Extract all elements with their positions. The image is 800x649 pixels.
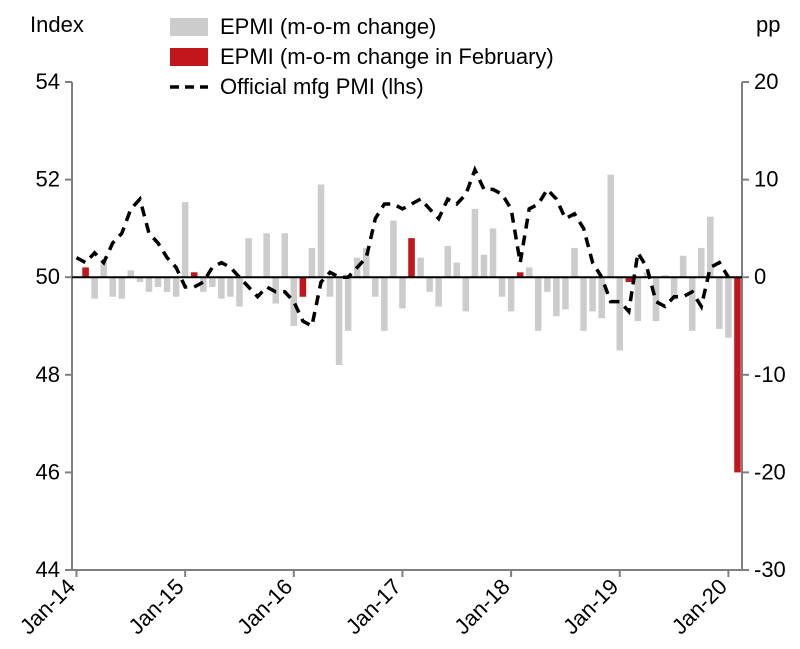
y-left-tick: 52 (36, 167, 60, 192)
legend-swatch (170, 18, 208, 36)
legend-label: EPMI (m-o-m change) (220, 14, 436, 39)
bar-epmi (146, 277, 153, 292)
bar-epmi (454, 263, 461, 278)
bar-epmi (526, 267, 533, 277)
bar-epmi (571, 248, 578, 277)
y-left-tick: 54 (36, 69, 60, 94)
chart-svg: 444648505254-30-20-1001020IndexppJan-14J… (0, 0, 800, 649)
bar-epmi (490, 228, 497, 277)
bar-epmi (598, 277, 605, 318)
bar-epmi (698, 248, 705, 277)
y-right-tick: 20 (754, 69, 778, 94)
bar-epmi (182, 202, 189, 277)
y-left-tick: 46 (36, 459, 60, 484)
bar-epmi (327, 277, 334, 297)
legend-label: EPMI (m-o-m change in February) (220, 44, 554, 69)
bar-epmi (544, 277, 551, 292)
bar-epmi (716, 277, 723, 329)
bar-epmi (535, 277, 542, 331)
bar-epmi (553, 277, 560, 316)
bar-epmi (336, 277, 343, 365)
bar-epmi (91, 277, 98, 298)
bar-epmi (562, 277, 569, 309)
y-left-tick: 44 (36, 557, 60, 582)
bar-epmi (381, 277, 388, 331)
y-right-tick: -30 (754, 557, 786, 582)
bar-epmi (345, 277, 352, 331)
bar-epmi (689, 277, 696, 331)
bar-epmi (209, 277, 216, 287)
bar-epmi (227, 277, 234, 297)
bar-epmi (607, 175, 614, 277)
legend-swatch (170, 48, 208, 66)
bar-epmi (245, 238, 252, 277)
bar-epmi (109, 277, 116, 297)
bar-epmi (589, 277, 596, 311)
bar-epmi (463, 277, 470, 311)
y-right-tick: -20 (754, 459, 786, 484)
chart-container: 444648505254-30-20-1001020IndexppJan-14J… (0, 0, 800, 649)
right-axis-title: pp (756, 12, 780, 37)
bar-epmi (218, 277, 225, 298)
y-left-tick: 50 (36, 264, 60, 289)
bar-epmi (653, 277, 660, 321)
y-right-tick: -10 (754, 362, 786, 387)
bar-epmi (417, 258, 424, 278)
bar-epmi-feb (82, 267, 89, 277)
bar-epmi (399, 277, 406, 308)
bar-epmi (236, 277, 243, 306)
bar-epmi (291, 277, 298, 326)
bar-epmi (680, 256, 687, 277)
bar-epmi (499, 277, 506, 297)
bar-epmi (444, 246, 451, 277)
left-axis-title: Index (30, 12, 84, 37)
bar-epmi (164, 277, 171, 292)
bar-epmi (128, 270, 135, 277)
bar-epmi (508, 277, 515, 311)
bar-epmi (725, 277, 732, 338)
bar-epmi (426, 277, 433, 292)
bar-epmi-feb (300, 277, 307, 297)
bar-epmi (282, 233, 289, 277)
bar-epmi (318, 184, 325, 277)
bar-epmi (707, 217, 714, 278)
bar-epmi (173, 277, 180, 297)
legend-label: Official mfg PMI (lhs) (220, 74, 424, 99)
y-right-tick: 10 (754, 167, 778, 192)
bar-epmi-feb (734, 277, 741, 472)
bar-epmi (435, 277, 442, 306)
y-left-tick: 48 (36, 362, 60, 387)
bar-epmi (372, 277, 379, 297)
bar-epmi (580, 277, 587, 331)
y-right-tick: 0 (754, 264, 766, 289)
bar-epmi (481, 255, 488, 277)
bar-epmi (472, 209, 479, 277)
bar-epmi (617, 277, 624, 350)
bar-epmi (390, 221, 397, 278)
bar-epmi (119, 277, 126, 298)
bar-epmi (263, 233, 270, 277)
bar-epmi (635, 277, 642, 321)
bar-epmi-feb (408, 238, 415, 277)
bar-epmi (155, 277, 162, 287)
bar-epmi (309, 248, 316, 277)
